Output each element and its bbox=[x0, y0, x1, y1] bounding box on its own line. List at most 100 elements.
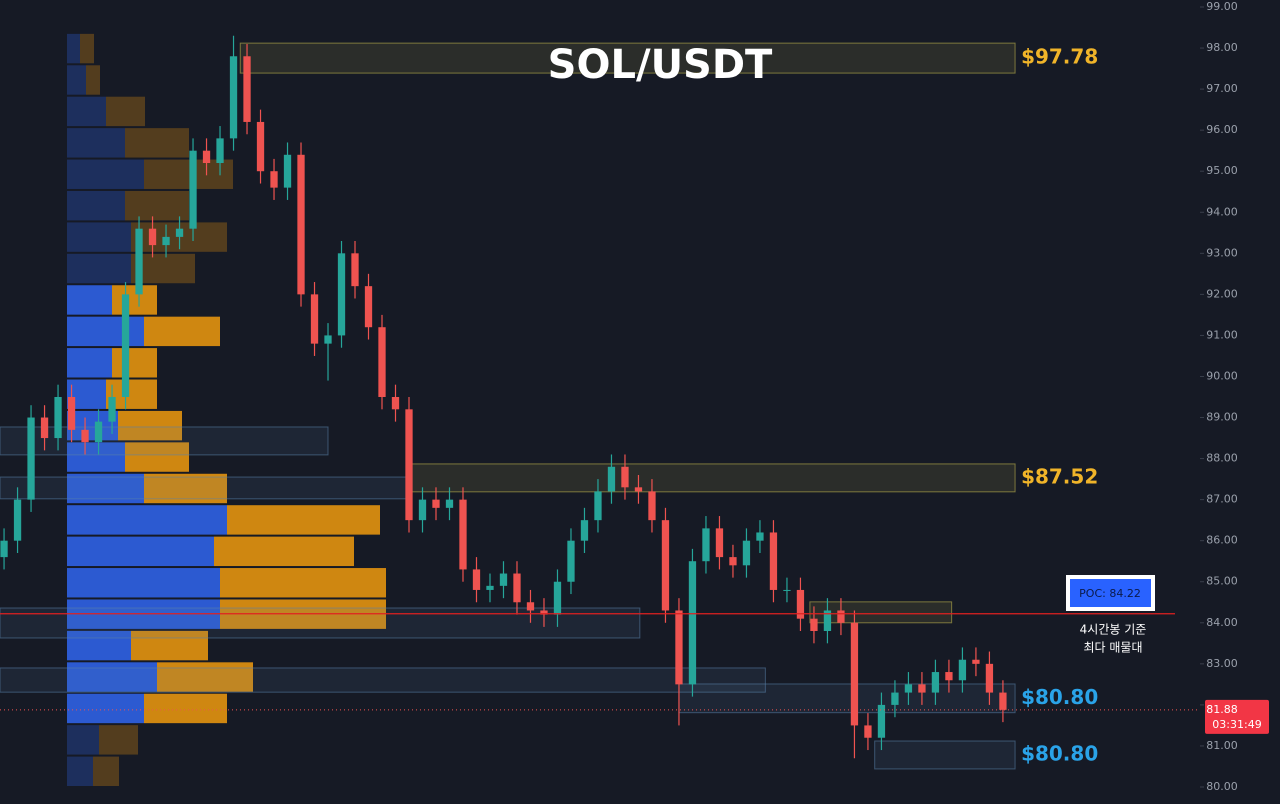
y-tick-label: 88.00 bbox=[1206, 452, 1238, 465]
candle-body bbox=[756, 532, 764, 541]
y-tick-label: 91.00 bbox=[1206, 328, 1238, 341]
profile-buy bbox=[67, 505, 227, 535]
candle-body bbox=[175, 228, 184, 237]
profile-sell bbox=[112, 285, 157, 315]
y-tick-label: 87.00 bbox=[1206, 493, 1238, 506]
y-tick-label: 80.00 bbox=[1206, 780, 1238, 793]
y-tick-label: 97.00 bbox=[1206, 82, 1238, 95]
chart-title: SOL/USDT bbox=[548, 42, 773, 88]
profile-buy bbox=[67, 128, 125, 158]
profile-buy bbox=[67, 348, 112, 378]
profile-sell bbox=[144, 159, 233, 189]
candle-body bbox=[904, 684, 913, 693]
annotation: 최다 매물대 bbox=[1083, 641, 1142, 655]
candle-body bbox=[270, 171, 278, 188]
candle-body bbox=[351, 253, 359, 287]
candle-body bbox=[108, 397, 116, 422]
candle-body bbox=[0, 540, 8, 558]
profile-sell bbox=[99, 725, 138, 755]
candle-body bbox=[94, 421, 103, 443]
profile-buy bbox=[67, 253, 131, 284]
profile-sell bbox=[118, 410, 182, 441]
candle-body bbox=[472, 569, 481, 590]
profile-sell bbox=[157, 662, 253, 692]
candle-body bbox=[445, 499, 454, 508]
candle-body bbox=[972, 659, 980, 664]
candle-body bbox=[337, 253, 346, 336]
y-tick-label: 92.00 bbox=[1206, 287, 1238, 300]
y-tick-label: 99.00 bbox=[1206, 0, 1238, 13]
candle-body bbox=[216, 138, 224, 163]
candle-body bbox=[715, 528, 724, 558]
zone-label: $87.52 bbox=[1021, 464, 1098, 488]
candle-body bbox=[580, 520, 589, 541]
candle-body bbox=[189, 150, 197, 229]
zone bbox=[0, 607, 641, 639]
y-tick-label: 85.00 bbox=[1206, 575, 1238, 588]
y-tick-label: 95.00 bbox=[1206, 164, 1238, 177]
candle-body bbox=[702, 528, 710, 562]
candle-body bbox=[823, 610, 832, 631]
candle-body bbox=[202, 150, 211, 163]
candle-body bbox=[283, 154, 292, 188]
candle-body bbox=[891, 692, 899, 705]
candle-body bbox=[513, 573, 521, 603]
candle-body bbox=[67, 397, 76, 430]
candle-body bbox=[634, 487, 643, 492]
profile-buy bbox=[67, 159, 144, 189]
candle-body bbox=[594, 491, 602, 521]
profile-buy bbox=[67, 190, 125, 221]
candle-body bbox=[985, 663, 994, 693]
candle-body bbox=[958, 659, 967, 681]
candle-body bbox=[850, 622, 859, 726]
zone bbox=[809, 601, 953, 624]
candle-body bbox=[540, 610, 548, 615]
profile-buy bbox=[67, 285, 112, 315]
candle-body bbox=[148, 228, 157, 246]
candle-body bbox=[607, 466, 616, 492]
y-tick-label: 96.00 bbox=[1206, 123, 1238, 136]
profile-buy bbox=[67, 316, 144, 347]
profile-sell bbox=[125, 128, 189, 158]
y-tick-label: 83.00 bbox=[1206, 657, 1238, 670]
candle-body bbox=[864, 725, 872, 738]
y-tick-label: 84.00 bbox=[1206, 616, 1238, 629]
y-tick-label: 94.00 bbox=[1206, 205, 1238, 218]
candle-body bbox=[459, 499, 467, 570]
candle-body bbox=[661, 520, 670, 611]
candle-body bbox=[499, 573, 508, 586]
candle-body bbox=[135, 228, 143, 295]
zone bbox=[0, 667, 766, 693]
last-price-label: 81.88 bbox=[1206, 703, 1238, 716]
candle-body bbox=[243, 56, 251, 122]
profile-sell bbox=[131, 630, 208, 661]
candle-body bbox=[526, 602, 535, 611]
candle-body bbox=[931, 672, 940, 693]
zone bbox=[239, 42, 1016, 74]
profile-sell bbox=[112, 348, 157, 378]
candle-body bbox=[121, 294, 130, 397]
zone bbox=[678, 683, 1016, 714]
candle-body bbox=[297, 154, 305, 295]
candle-body bbox=[567, 540, 575, 582]
profile-buy bbox=[67, 536, 214, 567]
candle-body bbox=[432, 499, 440, 508]
candle-body bbox=[310, 294, 319, 344]
y-tick-label: 98.00 bbox=[1206, 41, 1238, 54]
profile-sell bbox=[144, 316, 220, 347]
candle-body bbox=[796, 589, 805, 619]
candle-body bbox=[783, 589, 791, 591]
profile-buy bbox=[67, 473, 144, 504]
profile-buy bbox=[67, 65, 86, 95]
profile-buy bbox=[67, 630, 131, 661]
candle-body bbox=[324, 335, 332, 344]
profile-buy bbox=[67, 725, 99, 755]
profile-sell bbox=[106, 96, 145, 127]
profile-buy bbox=[67, 442, 125, 472]
profile-sell bbox=[80, 33, 94, 64]
zone-label: $97.78 bbox=[1021, 45, 1098, 69]
zone bbox=[408, 463, 1016, 493]
annotation: 4시간봉 기준 bbox=[1080, 623, 1147, 637]
candle-body bbox=[486, 585, 494, 590]
candle-body bbox=[364, 286, 373, 328]
